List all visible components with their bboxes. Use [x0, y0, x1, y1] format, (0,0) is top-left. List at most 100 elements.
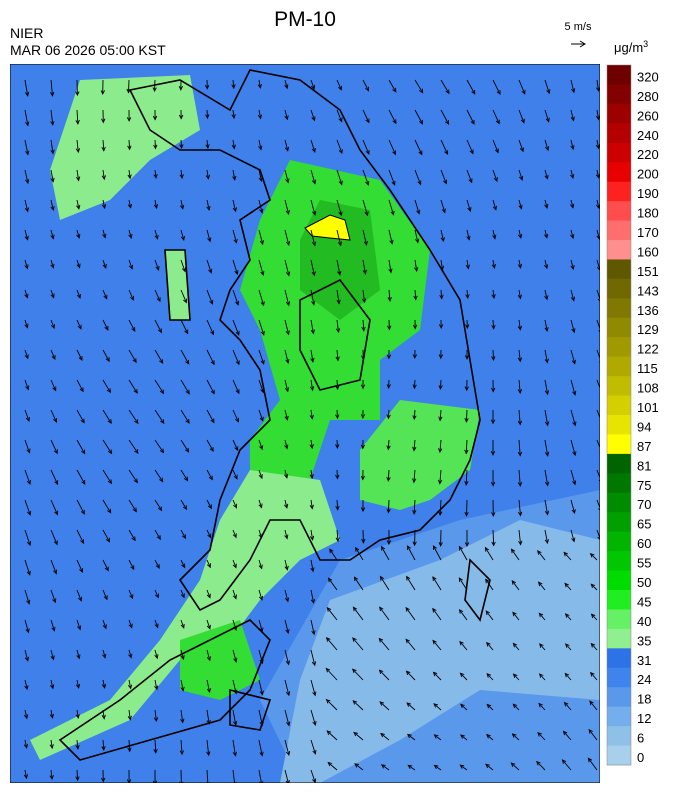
wind-arrow — [258, 739, 264, 757]
wind-arrow — [379, 701, 390, 711]
color-label: 240 — [637, 128, 659, 143]
wind-arrow — [491, 319, 496, 330]
wind-arrow — [414, 169, 422, 186]
wind-arrow — [564, 613, 572, 621]
wind-arrow — [309, 529, 315, 541]
wind-arrow — [180, 559, 186, 569]
wind-arrow — [180, 649, 185, 661]
wind-arrow — [50, 169, 55, 183]
color-label: 50 — [637, 575, 651, 590]
wind-arrow — [23, 709, 29, 720]
wind-arrow — [464, 499, 469, 517]
wind-arrow — [258, 619, 264, 633]
wind-arrow — [562, 730, 572, 741]
wind-arrow — [405, 670, 416, 681]
wind-arrow — [464, 530, 470, 548]
color-swatch — [607, 415, 631, 435]
wind-arrow — [24, 589, 31, 605]
wind-arrow — [205, 109, 210, 120]
wind-arrow — [24, 469, 31, 485]
wind-arrow — [24, 319, 29, 329]
wind-arrow — [464, 350, 470, 360]
wind-arrow — [101, 169, 106, 181]
unit-power: 3 — [643, 39, 648, 49]
wind-arrow — [386, 439, 391, 451]
wind-arrow — [49, 709, 54, 719]
color-label: 60 — [637, 536, 651, 551]
color-swatch — [607, 201, 631, 222]
wind-arrow — [464, 379, 469, 392]
wind-arrow — [232, 559, 237, 569]
wind-arrow — [284, 649, 290, 666]
wind-arrow — [102, 439, 113, 455]
wind-arrow — [596, 499, 600, 511]
wind-arrow — [335, 379, 340, 391]
wind-arrow — [76, 199, 81, 210]
wind-arrow — [258, 709, 264, 727]
wind-arrow — [570, 109, 575, 122]
wind-arrow — [180, 589, 185, 599]
color-swatch — [607, 298, 631, 319]
wind-arrow — [206, 739, 211, 757]
wind-arrow — [24, 139, 30, 156]
wind-arrow — [336, 259, 342, 276]
wind-arrow — [412, 469, 417, 484]
wind-arrow — [50, 319, 55, 330]
wind-arrow — [336, 199, 343, 217]
wind-arrow — [257, 79, 262, 89]
wind-arrow — [284, 169, 290, 184]
wind-arrow — [595, 139, 600, 150]
wind-arrow — [49, 739, 54, 750]
wind-arrow — [128, 469, 138, 484]
wind-arrow — [102, 469, 112, 485]
wind-arrow — [180, 679, 185, 692]
wind-arrow — [206, 379, 215, 395]
wind-arrow — [336, 229, 343, 247]
wind-arrow — [544, 379, 550, 396]
wind-arrow — [432, 545, 442, 561]
wind-arrow — [464, 409, 469, 423]
wind-arrow — [284, 259, 291, 277]
wind-arrow — [128, 409, 139, 425]
color-label: 260 — [637, 108, 659, 123]
color-label: 81 — [637, 458, 651, 473]
wind-arrow — [407, 545, 416, 561]
wind-arrow — [310, 229, 317, 247]
wind-arrow — [258, 199, 264, 214]
wind-arrow — [154, 289, 161, 303]
wind-arrow — [466, 229, 471, 241]
wind-arrow — [466, 199, 472, 213]
wind-arrow — [76, 469, 86, 485]
colorbar: 3202802602402202001901801701601511431361… — [606, 64, 659, 766]
wind-arrow — [102, 259, 107, 269]
wind-arrow — [490, 379, 496, 393]
wind-arrow — [570, 469, 577, 486]
wind-arrow — [539, 643, 546, 651]
wind-arrow — [595, 169, 600, 179]
wind-arrow — [258, 139, 263, 151]
datetime: MAR 06 2026 05:00 KST — [10, 42, 166, 58]
wind-arrow — [128, 229, 133, 239]
wind-arrow — [518, 169, 524, 181]
wind-arrow — [153, 139, 158, 150]
wind-arrow — [406, 575, 416, 591]
wind-arrow — [433, 703, 442, 711]
wind-arrow — [152, 769, 158, 783]
wind-arrow — [50, 469, 59, 486]
wind-arrow — [101, 139, 106, 152]
wind-arrow — [76, 619, 82, 631]
wind-arrow — [310, 319, 315, 335]
wind-arrow — [206, 229, 212, 243]
wind-arrow — [511, 733, 520, 741]
wind-arrow — [206, 349, 215, 366]
wind-arrow — [154, 229, 159, 240]
wind-arrow — [206, 319, 215, 336]
wind-arrow — [232, 319, 240, 336]
wind-arrow — [563, 551, 572, 561]
color-swatch — [607, 356, 631, 377]
wind-arrow — [379, 575, 390, 591]
wind-arrow — [352, 637, 364, 651]
wind-arrow — [362, 169, 370, 186]
wind-arrow — [325, 637, 338, 651]
wind-arrow — [258, 229, 264, 246]
